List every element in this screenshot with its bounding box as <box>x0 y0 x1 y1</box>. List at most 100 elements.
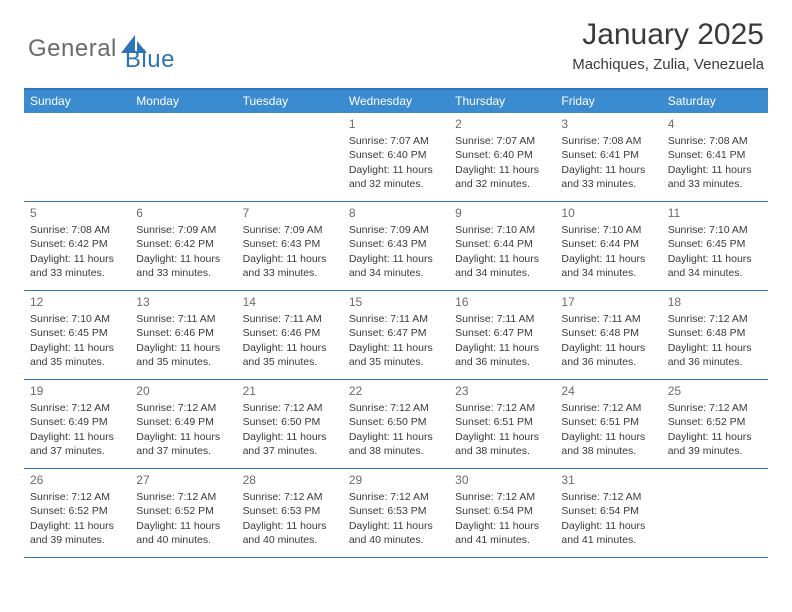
calendar: Sunday Monday Tuesday Wednesday Thursday… <box>24 88 768 558</box>
logo: General Blue <box>28 18 175 74</box>
day-number: 24 <box>561 383 655 399</box>
day-details: Sunrise: 7:07 AM Sunset: 6:40 PM Dayligh… <box>455 134 549 191</box>
calendar-cell: 18 Sunrise: 7:12 AM Sunset: 6:48 PM Dayli… <box>662 291 768 379</box>
day-number: 12 <box>30 294 124 310</box>
week-row: 26 Sunrise: 7:12 AM Sunset: 6:52 PM Dayli… <box>24 469 768 558</box>
day-number: 18 <box>668 294 762 310</box>
calendar-cell: 4 Sunrise: 7:08 AM Sunset: 6:41 PM Daylig… <box>662 113 768 201</box>
day-number: 27 <box>136 472 230 488</box>
day-number: 5 <box>30 205 124 221</box>
calendar-cell: 12 Sunrise: 7:10 AM Sunset: 6:45 PM Dayli… <box>24 291 130 379</box>
calendar-cell: 19Sunrise: 7:12 AM Sunset: 6:49 PM Dayli… <box>24 380 130 468</box>
day-number: 14 <box>243 294 337 310</box>
calendar-cell: 7 Sunrise: 7:09 AM Sunset: 6:43 PM Daylig… <box>237 202 343 290</box>
calendar-cell: 21 Sunrise: 7:12 AM Sunset: 6:50 PM Dayli… <box>237 380 343 468</box>
page-title: January 2025 <box>572 18 764 52</box>
day-number: 9 <box>455 205 549 221</box>
calendar-cell <box>662 469 768 557</box>
calendar-cell <box>24 113 130 201</box>
day-details: Sunrise: 7:08 AM Sunset: 6:41 PM Dayligh… <box>668 134 762 191</box>
day-header-wednesday: Wednesday <box>343 90 449 113</box>
day-details: Sunrise: 7:11 AM Sunset: 6:48 PM Dayligh… <box>561 312 655 369</box>
day-number: 8 <box>349 205 443 221</box>
day-number: 28 <box>243 472 337 488</box>
calendar-cell: 16 Sunrise: 7:11 AM Sunset: 6:47 PM Dayli… <box>449 291 555 379</box>
day-number: 19 <box>30 383 124 399</box>
calendar-cell: 25 Sunrise: 7:12 AM Sunset: 6:52 PM Dayli… <box>662 380 768 468</box>
day-details: Sunrise: 7:08 AM Sunset: 6:41 PM Dayligh… <box>561 134 655 191</box>
day-details: Sunrise: 7:12 AM Sunset: 6:54 PM Dayligh… <box>455 490 549 547</box>
day-details: Sunrise: 7:12 AM Sunset: 6:52 PM Dayligh… <box>30 490 124 547</box>
day-details: Sunrise: 7:09 AM Sunset: 6:42 PM Dayligh… <box>136 223 230 280</box>
calendar-cell <box>130 113 236 201</box>
day-number: 4 <box>668 116 762 132</box>
day-number: 20 <box>136 383 230 399</box>
week-row: 12 Sunrise: 7:10 AM Sunset: 6:45 PM Dayli… <box>24 291 768 380</box>
day-number: 15 <box>349 294 443 310</box>
day-header-tuesday: Tuesday <box>237 90 343 113</box>
day-details: Sunrise: 7:10 AM Sunset: 6:45 PM Dayligh… <box>30 312 124 369</box>
day-details: Sunrise: 7:11 AM Sunset: 6:47 PM Dayligh… <box>349 312 443 369</box>
day-details: Sunrise: 7:12 AM Sunset: 6:50 PM Dayligh… <box>243 401 337 458</box>
day-details: Sunrise: 7:11 AM Sunset: 6:46 PM Dayligh… <box>243 312 337 369</box>
calendar-cell: 1Sunrise: 7:07 AM Sunset: 6:40 PM Daylig… <box>343 113 449 201</box>
day-header-sunday: Sunday <box>24 90 130 113</box>
day-details: Sunrise: 7:12 AM Sunset: 6:50 PM Dayligh… <box>349 401 443 458</box>
day-number: 29 <box>349 472 443 488</box>
day-number: 30 <box>455 472 549 488</box>
calendar-cell: 3Sunrise: 7:08 AM Sunset: 6:41 PM Daylig… <box>555 113 661 201</box>
calendar-cell: 30 Sunrise: 7:12 AM Sunset: 6:54 PM Dayli… <box>449 469 555 557</box>
day-details: Sunrise: 7:11 AM Sunset: 6:47 PM Dayligh… <box>455 312 549 369</box>
calendar-cell: 22Sunrise: 7:12 AM Sunset: 6:50 PM Dayli… <box>343 380 449 468</box>
calendar-cell: 2Sunrise: 7:07 AM Sunset: 6:40 PM Daylig… <box>449 113 555 201</box>
calendar-cell: 29Sunrise: 7:12 AM Sunset: 6:53 PM Dayli… <box>343 469 449 557</box>
day-details: Sunrise: 7:09 AM Sunset: 6:43 PM Dayligh… <box>243 223 337 280</box>
calendar-cell: 28 Sunrise: 7:12 AM Sunset: 6:53 PM Dayli… <box>237 469 343 557</box>
weeks-container: 1 Sunrise: 7:07 AM Sunset: 6:40 PM Daylig… <box>24 113 768 558</box>
day-header-friday: Friday <box>555 90 661 113</box>
calendar-cell: 24 Sunrise: 7:12 AM Sunset: 6:51 PM Dayli… <box>555 380 661 468</box>
day-header-thursday: Thursday <box>449 90 555 113</box>
logo-text-blue: Blue <box>125 46 175 74</box>
week-row: 5Sunrise: 7:08 AM Sunset: 6:42 PM Daylig… <box>24 202 768 291</box>
calendar-cell: 27 Sunrise: 7:12 AM Sunset: 6:52 PM Dayli… <box>130 469 236 557</box>
calendar-cell: 9 Sunrise: 7:10 AM Sunset: 6:44 PM Daylig… <box>449 202 555 290</box>
day-details: Sunrise: 7:12 AM Sunset: 6:51 PM Dayligh… <box>455 401 549 458</box>
calendar-cell: 11Sunrise: 7:10 AM Sunset: 6:45 PM Dayli… <box>662 202 768 290</box>
calendar-cell: 10 Sunrise: 7:10 AM Sunset: 6:44 PM Dayli… <box>555 202 661 290</box>
calendar-cell: 13Sunrise: 7:11 AM Sunset: 6:46 PM Dayli… <box>130 291 236 379</box>
calendar-cell: 17Sunrise: 7:11 AM Sunset: 6:48 PM Dayli… <box>555 291 661 379</box>
day-number: 7 <box>243 205 337 221</box>
day-details: Sunrise: 7:10 AM Sunset: 6:44 PM Dayligh… <box>561 223 655 280</box>
calendar-cell: 8 Sunrise: 7:09 AM Sunset: 6:43 PM Daylig… <box>343 202 449 290</box>
day-details: Sunrise: 7:12 AM Sunset: 6:49 PM Dayligh… <box>136 401 230 458</box>
day-details: Sunrise: 7:12 AM Sunset: 6:48 PM Dayligh… <box>668 312 762 369</box>
day-number: 1 <box>349 116 443 132</box>
day-number: 26 <box>30 472 124 488</box>
day-details: Sunrise: 7:09 AM Sunset: 6:43 PM Dayligh… <box>349 223 443 280</box>
calendar-cell: 6 Sunrise: 7:09 AM Sunset: 6:42 PM Daylig… <box>130 202 236 290</box>
week-row: 19 Sunrise: 7:12 AM Sunset: 6:49 PM Dayli… <box>24 380 768 469</box>
day-number: 23 <box>455 383 549 399</box>
calendar-cell: 15 Sunrise: 7:11 AM Sunset: 6:47 PM Dayli… <box>343 291 449 379</box>
calendar-cell <box>237 113 343 201</box>
day-header-monday: Monday <box>130 90 236 113</box>
day-number: 16 <box>455 294 549 310</box>
day-number: 21 <box>243 383 337 399</box>
day-details: Sunrise: 7:12 AM Sunset: 6:52 PM Dayligh… <box>136 490 230 547</box>
day-number: 10 <box>561 205 655 221</box>
day-details: Sunrise: 7:12 AM Sunset: 6:53 PM Dayligh… <box>243 490 337 547</box>
title-block: January 2025 Machiques, Zulia, Venezuela <box>572 18 764 73</box>
day-details: Sunrise: 7:12 AM Sunset: 6:52 PM Dayligh… <box>668 401 762 458</box>
day-details: Sunrise: 7:10 AM Sunset: 6:44 PM Dayligh… <box>455 223 549 280</box>
day-details: Sunrise: 7:12 AM Sunset: 6:51 PM Dayligh… <box>561 401 655 458</box>
logo-text-general: General <box>28 35 117 63</box>
calendar-cell: 14 Sunrise: 7:11 AM Sunset: 6:46 PM Dayli… <box>237 291 343 379</box>
day-details: Sunrise: 7:10 AM Sunset: 6:45 PM Dayligh… <box>668 223 762 280</box>
day-number: 6 <box>136 205 230 221</box>
day-header-row: Sunday Monday Tuesday Wednesday Thursday… <box>24 90 768 113</box>
day-details: Sunrise: 7:12 AM Sunset: 6:54 PM Dayligh… <box>561 490 655 547</box>
week-row: 1 Sunrise: 7:07 AM Sunset: 6:40 PM Daylig… <box>24 113 768 202</box>
day-number: 25 <box>668 383 762 399</box>
calendar-cell: 20 Sunrise: 7:12 AM Sunset: 6:49 PM Dayli… <box>130 380 236 468</box>
